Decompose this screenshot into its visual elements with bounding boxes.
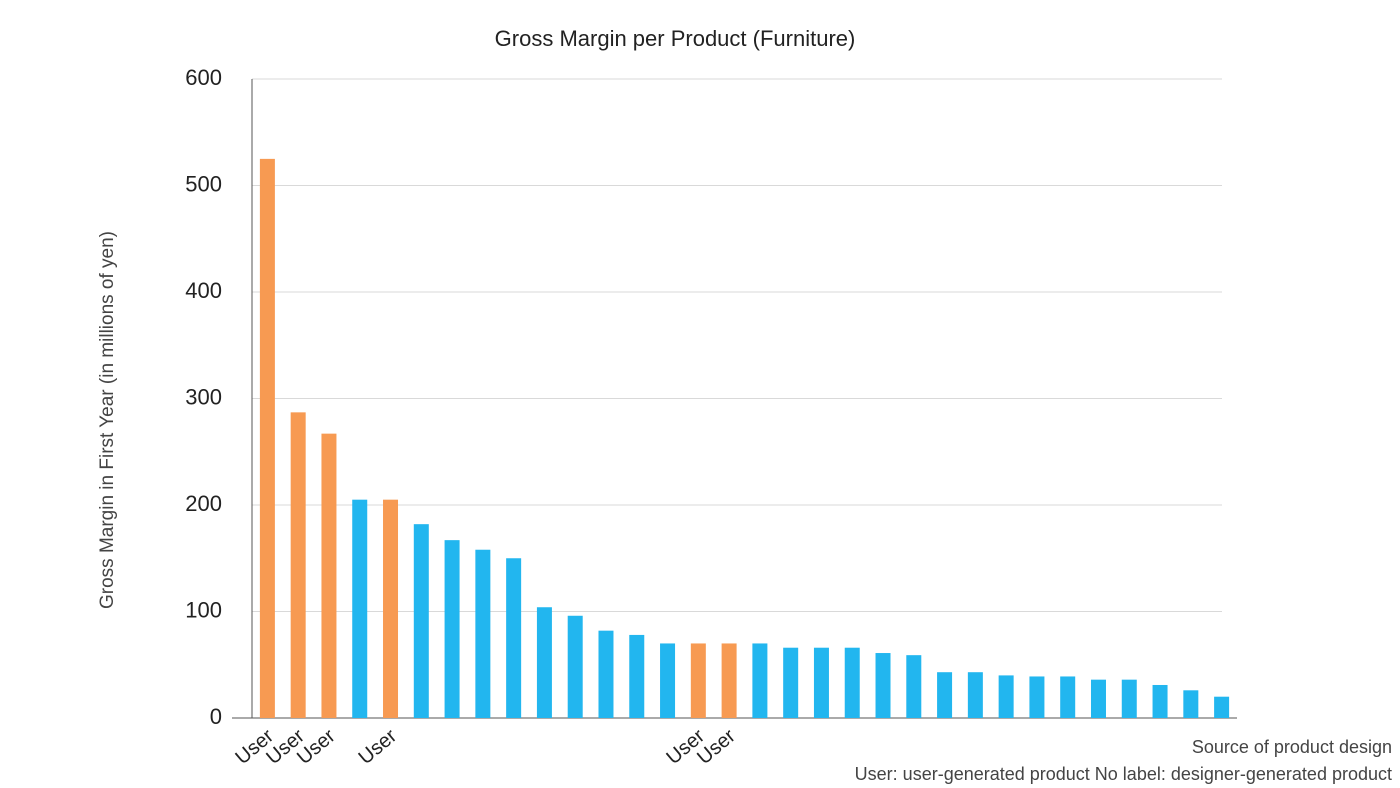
bar (352, 499, 368, 718)
y-tick-label: 400 (185, 278, 222, 303)
y-axis-label: Gross Margin in First Year (in millions … (97, 231, 118, 609)
bar (690, 643, 706, 718)
bar (875, 653, 891, 718)
note: Source of product design (1192, 737, 1392, 757)
bar (721, 643, 737, 718)
bar (998, 675, 1014, 718)
bar (475, 549, 491, 718)
x-tick-label: User (693, 725, 740, 769)
bar (937, 672, 953, 718)
bar (536, 607, 552, 718)
bar (1029, 676, 1045, 718)
bar (444, 540, 460, 718)
chart-title: Gross Margin per Product (Furniture) (495, 26, 856, 51)
note: User: user-generated product No label: d… (855, 764, 1392, 784)
bar (1090, 679, 1106, 718)
x-tick-label: User (293, 725, 340, 769)
bar (290, 412, 306, 718)
y-tick-label: 300 (185, 384, 222, 409)
bar (813, 647, 829, 718)
bar (567, 615, 583, 718)
bar (844, 647, 860, 718)
bar (660, 643, 676, 718)
y-tick-label: 100 (185, 597, 222, 622)
y-tick-label: 200 (185, 491, 222, 516)
bar (1121, 679, 1137, 718)
bar (321, 433, 337, 718)
bar (906, 655, 922, 718)
y-tick-label: 500 (185, 171, 222, 196)
bar (1152, 684, 1168, 718)
bar (598, 630, 614, 718)
bar (752, 643, 768, 718)
bar (383, 499, 399, 718)
bar (413, 524, 429, 718)
bar (506, 558, 522, 718)
y-tick-label: 0 (210, 704, 222, 729)
bar (1214, 696, 1230, 718)
bar (629, 634, 645, 718)
y-tick-label: 600 (185, 65, 222, 90)
bar (783, 647, 799, 718)
bar (259, 158, 275, 718)
bar (1060, 676, 1076, 718)
bar (967, 672, 983, 718)
bar (1183, 690, 1199, 718)
x-tick-label: User (355, 725, 402, 769)
